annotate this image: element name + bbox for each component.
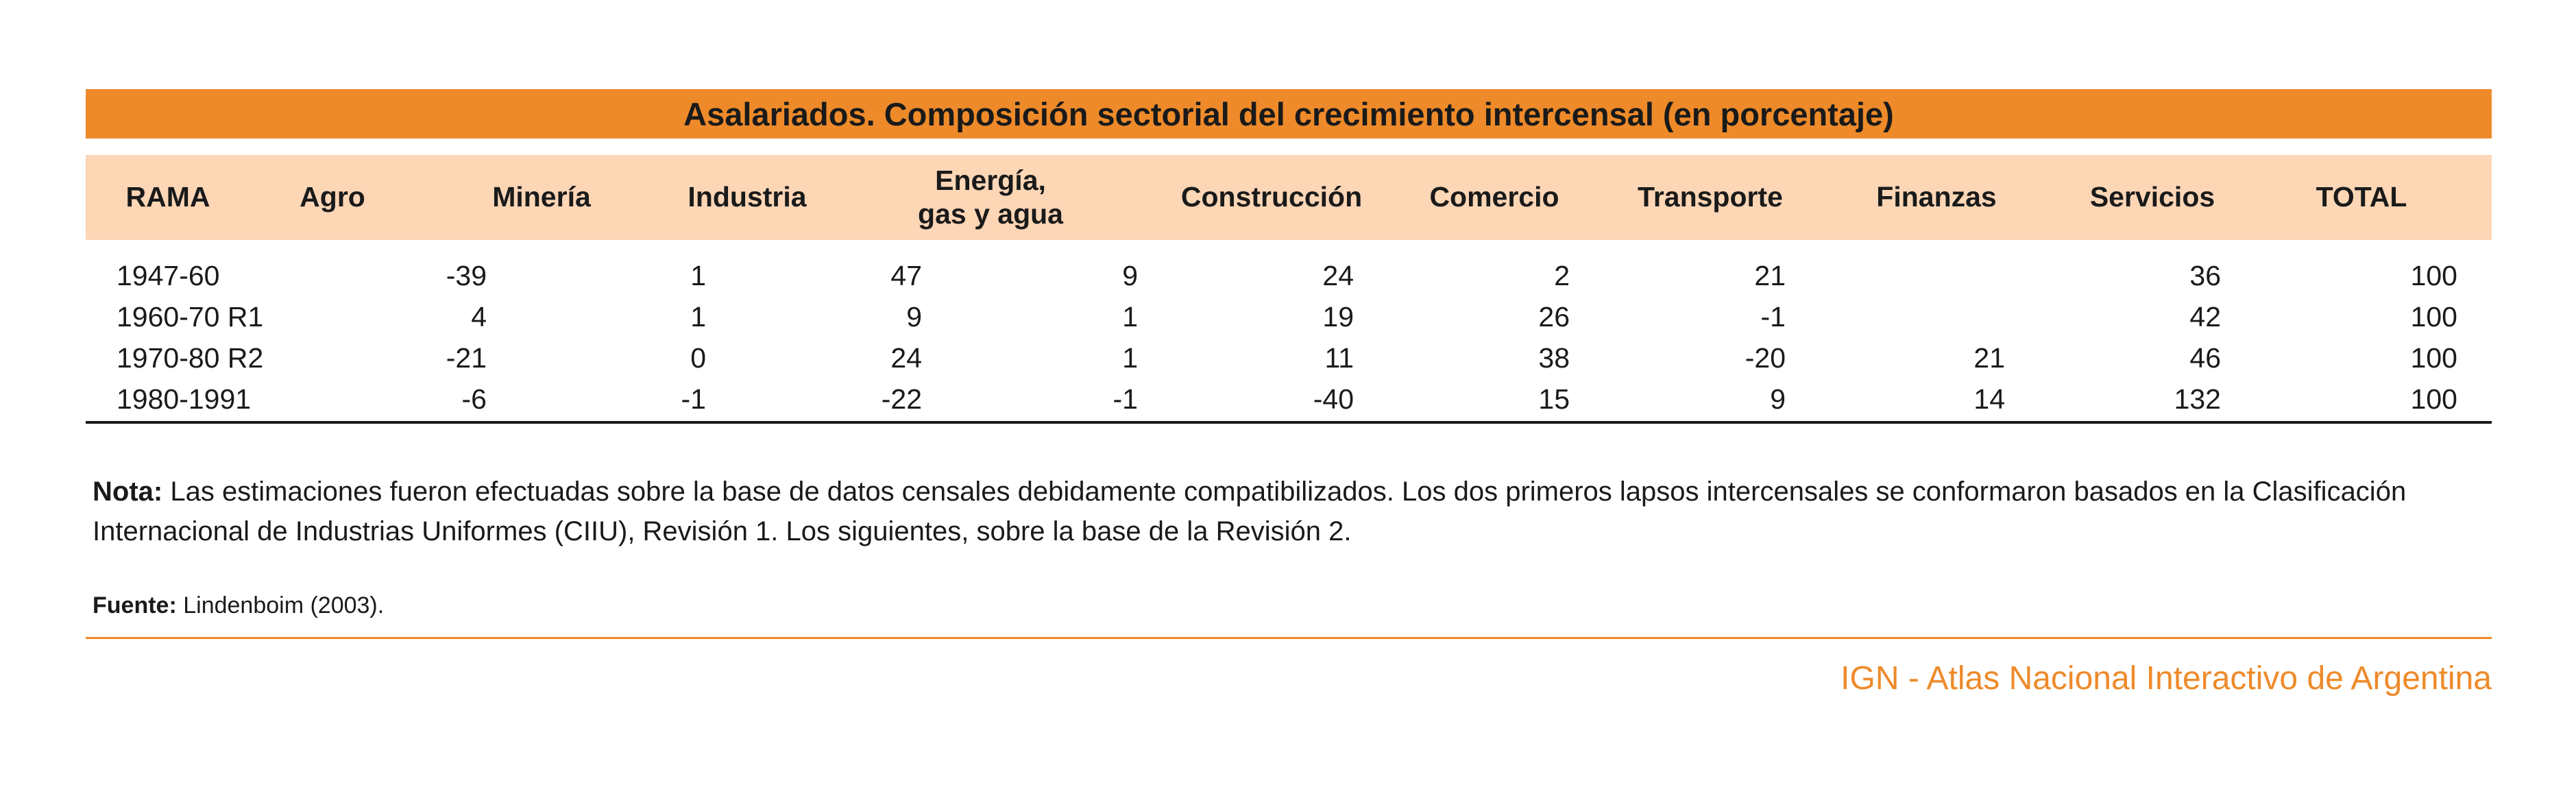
cell-finanzas — [1827, 296, 2005, 337]
cell-industria: 47 — [890, 259, 922, 291]
cell-mineria: 0 — [690, 341, 706, 374]
cell-energia: 1 — [1122, 300, 1138, 333]
cell-construccion: -40 — [1313, 383, 1354, 415]
table-row: 1970-80 R2 -21 0 24 1 11 38 -20 21 46 100 — [86, 337, 2492, 378]
cell-finanzas: 14 — [1973, 383, 2005, 415]
cell-transporte: 21 — [1754, 259, 1786, 291]
cell-rama: 1970-80 R2 — [117, 341, 264, 374]
cell-industria: 9 — [906, 300, 922, 333]
cell-industria: -22 — [881, 383, 922, 415]
cell-energia: -1 — [1113, 383, 1138, 415]
table-header: RAMA Agro Minería Industria Energía, gas… — [86, 155, 2492, 240]
table-row: 1960-70 R1 4 1 9 1 19 26 -1 42 100 — [86, 296, 2492, 337]
brand-footer: IGN - Atlas Nacional Interactivo de Arge… — [1840, 660, 2492, 697]
source-label: Fuente: — [93, 592, 177, 618]
cell-agro: -21 — [446, 341, 487, 374]
cell-transporte: 9 — [1770, 383, 1786, 415]
cell-transporte: -20 — [1745, 341, 1786, 374]
column-header-agro: Agro — [300, 181, 365, 213]
cell-comercio: 38 — [1538, 341, 1570, 374]
cell-total: 100 — [2410, 300, 2457, 333]
table-title: Asalariados. Composición sectorial del c… — [86, 89, 2492, 139]
cell-servicios: 42 — [2189, 300, 2221, 333]
cell-servicios: 46 — [2189, 341, 2221, 374]
cell-transporte: -1 — [1760, 300, 1786, 333]
note-label: Nota: — [93, 477, 163, 507]
column-header-comercio: Comercio — [1429, 181, 1559, 213]
cell-mineria: -1 — [681, 383, 706, 415]
cell-total: 100 — [2410, 383, 2457, 415]
cell-rama: 1980-1991 — [117, 383, 252, 415]
cell-rama: 1960-70 R1 — [117, 300, 264, 333]
column-header-rama: RAMA — [125, 181, 210, 213]
column-header-total: TOTAL — [2316, 181, 2407, 213]
table-source: Fuente: Lindenboim (2003). — [86, 592, 2492, 619]
cell-mineria: 1 — [690, 259, 706, 291]
cell-servicios: 132 — [2174, 383, 2221, 415]
cell-energia: 1 — [1122, 341, 1138, 374]
cell-construccion: 11 — [1324, 341, 1354, 374]
cell-finanzas: 21 — [1973, 341, 2005, 374]
column-header-industria: Industria — [688, 181, 807, 213]
table-row: 1980-1991 -6 -1 -22 -1 -40 15 9 14 132 100 — [86, 378, 2492, 420]
cell-comercio: 2 — [1554, 259, 1570, 291]
cell-energia: 9 — [1122, 259, 1138, 291]
column-header-energia: Energía, gas y agua — [918, 164, 1063, 230]
source-text: Lindenboim (2003). — [176, 592, 385, 618]
cell-rama: 1947-60 — [117, 259, 220, 291]
column-header-servicios: Servicios — [2089, 181, 2215, 213]
column-header-mineria: Minería — [492, 181, 591, 213]
cell-comercio: 15 — [1538, 383, 1570, 415]
table-body: 1947-60 -39 1 47 9 24 2 21 36 100 1960-70 R1 4 1 9 1 19… — [86, 255, 2492, 420]
cell-agro: -6 — [461, 383, 487, 415]
column-header-transporte: Transporte — [1638, 181, 1783, 213]
cell-construccion: 19 — [1322, 300, 1354, 333]
table-container: Asalariados. Composición sectorial del c… — [86, 89, 2492, 697]
cell-agro: 4 — [471, 300, 487, 333]
cell-total: 100 — [2410, 341, 2457, 374]
cell-agro: -39 — [446, 259, 487, 291]
cell-construccion: 24 — [1322, 259, 1354, 291]
cell-industria: 24 — [890, 341, 922, 374]
table-note: Nota: Las estimaciones fueron efectuadas… — [86, 472, 2478, 551]
table-bottom-rule — [86, 421, 2492, 424]
cell-finanzas — [1827, 255, 2005, 296]
footer-rule — [86, 637, 2492, 639]
column-header-construccion: Construcción — [1180, 181, 1363, 213]
cell-total: 100 — [2410, 259, 2457, 291]
cell-servicios: 36 — [2189, 259, 2221, 291]
table-row: 1947-60 -39 1 47 9 24 2 21 36 100 — [86, 255, 2492, 296]
note-text: Las estimaciones fueron efectuadas sobre… — [93, 477, 2407, 546]
cell-mineria: 1 — [690, 300, 706, 333]
cell-comercio: 26 — [1538, 300, 1570, 333]
column-header-finanzas: Finanzas — [1876, 181, 1997, 213]
